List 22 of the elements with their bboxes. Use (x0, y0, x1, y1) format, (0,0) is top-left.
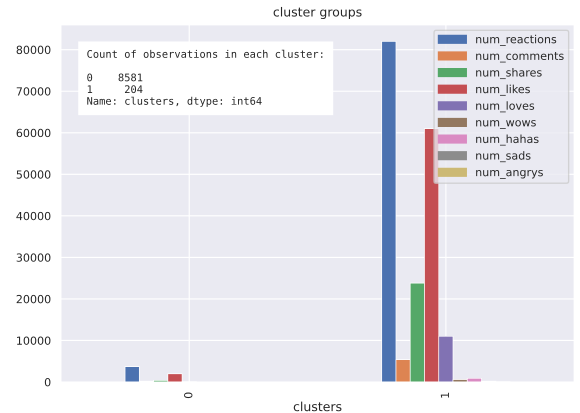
legend-label: num_wows (476, 120, 536, 129)
y-tick-label: 50000 (16, 170, 50, 179)
y-tick-label: 0 (44, 378, 50, 386)
y-tick-label: 30000 (16, 253, 50, 262)
legend-label: num_angrys (476, 170, 543, 179)
legend-label: num_reactions (476, 34, 556, 46)
y-tick-label: 80000 (16, 46, 50, 54)
y-tick-label: 10000 (17, 336, 50, 345)
legend-label: num_shares (476, 68, 542, 80)
legend-label: num_hahas (476, 134, 539, 146)
y-tick-label: 20000 (16, 294, 50, 304)
chart-title: cluster groups (274, 6, 362, 20)
y-tick-label: 40000 (16, 212, 50, 220)
legend-label: num_loves (476, 101, 534, 112)
legend-label: num_likes (476, 84, 530, 96)
x-tick-label: 1 (440, 392, 449, 398)
legend-label: num_comments (476, 52, 564, 62)
legend-label: num_sads (476, 151, 531, 162)
y-tick-label: 70000 (16, 87, 50, 96)
y-tick-label: 60000 (16, 128, 50, 138)
text: Count of observations in each cluster: 0 8581 1 204 Name: clusters, dtype: int64 (87, 50, 322, 107)
x-axis-title: clusters (294, 402, 342, 412)
